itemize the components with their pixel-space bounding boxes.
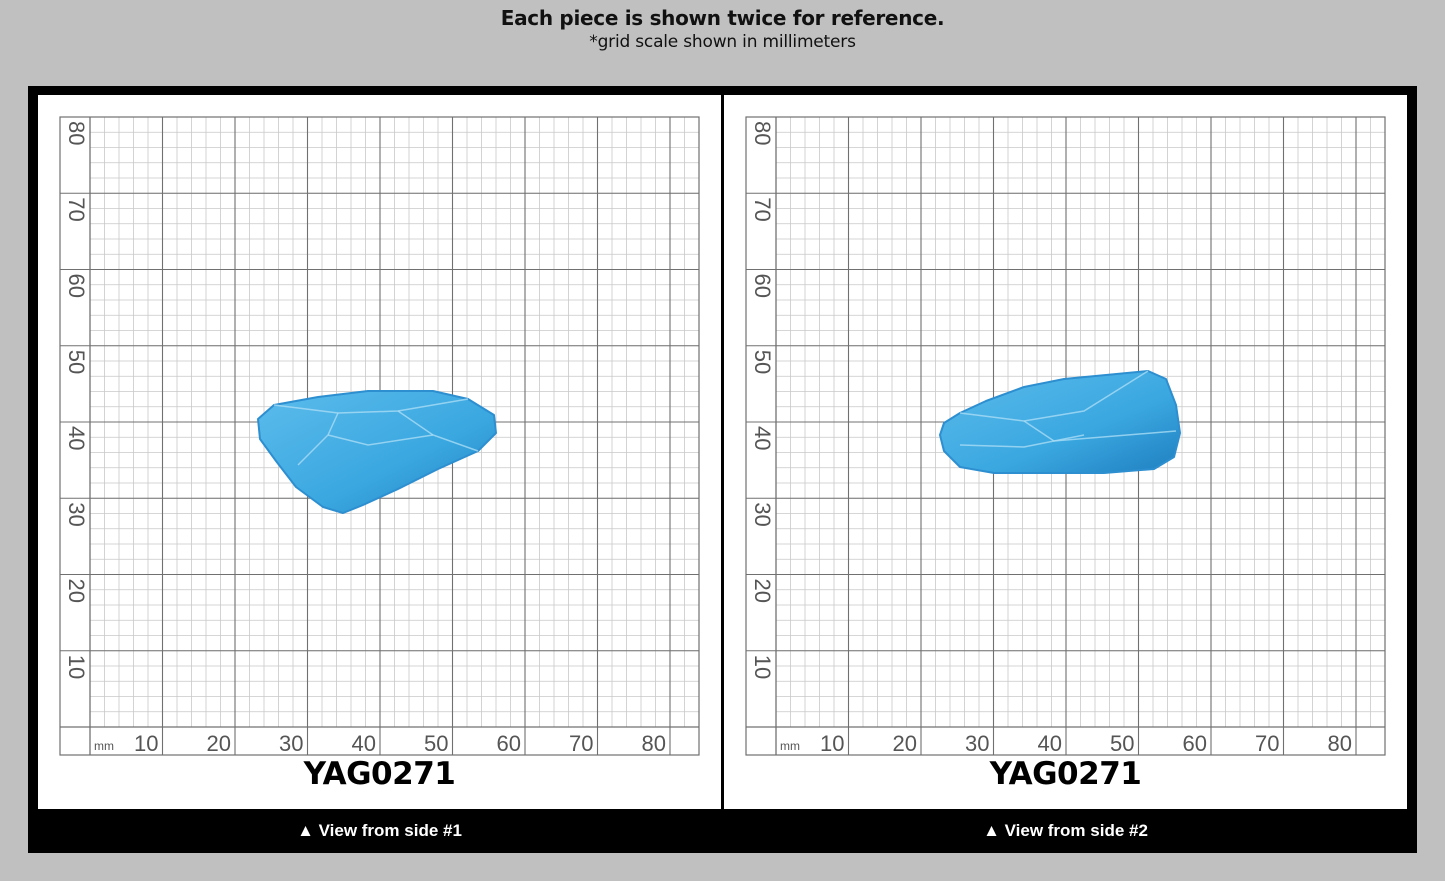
- specimen-code-2: YAG0271: [989, 756, 1142, 792]
- y-tick-label: 50: [64, 350, 89, 374]
- y-tick-label: 80: [64, 121, 89, 145]
- y-tick-label: 70: [750, 197, 775, 221]
- blue-stone: [939, 370, 1181, 474]
- grid-border: [59, 116, 700, 756]
- y-tick-label: 40: [64, 426, 89, 450]
- x-tick-label: 60: [497, 731, 521, 756]
- grid-border: [745, 116, 1386, 756]
- view-panel-2: 10 20 30 40 50 60 70 80 mm 80 70 60 50 40 30 20 10: [724, 95, 1407, 809]
- y-tick-label: 40: [750, 426, 775, 450]
- y-tick-label: 50: [750, 350, 775, 374]
- x-tick-label: 20: [207, 731, 231, 756]
- photo-frame: 10 20 30 40 50 60 70 80 mm 80 70 60 50 40 30 20 10 10 20 3…: [28, 86, 1417, 853]
- caption-side-2: ▲ View from side #2: [983, 821, 1148, 840]
- x-tick-label: 10: [820, 731, 844, 756]
- y-tick-label: 30: [64, 502, 89, 526]
- view-panel-1: 10 20 30 40 50 60 70 80 mm 80 70 60 50 40 30 20 10: [38, 95, 721, 809]
- y-tick-label: 60: [750, 274, 775, 298]
- y-tick-label: 10: [64, 655, 89, 679]
- x-tick-label: 70: [1255, 731, 1279, 756]
- y-tick-label: 30: [750, 502, 775, 526]
- unit-label: mm: [780, 739, 800, 753]
- unit-label: mm: [94, 739, 114, 753]
- x-tick-label: 80: [642, 731, 666, 756]
- x-tick-label: 20: [893, 731, 917, 756]
- y-tick-label: 70: [64, 197, 89, 221]
- x-tick-label: 10: [134, 731, 158, 756]
- x-tick-label: 50: [1110, 731, 1134, 756]
- x-tick-label: 60: [1183, 731, 1207, 756]
- header-title: Each piece is shown twice for reference.: [500, 6, 945, 30]
- header: Each piece is shown twice for reference.…: [0, 0, 1445, 86]
- y-tick-label: 80: [750, 121, 775, 145]
- panel-divider: [721, 95, 724, 809]
- header-subtitle: *grid scale shown in millimeters: [589, 32, 856, 52]
- grid-2: 10 20 30 40 50 60 70 80 mm 80 70 60 50 40 30 20 10: [724, 95, 1407, 809]
- x-tick-label: 30: [279, 731, 303, 756]
- x-tick-label: 40: [1038, 731, 1062, 756]
- x-tick-label: 80: [1328, 731, 1352, 756]
- caption-side-1: ▲ View from side #1: [297, 821, 462, 840]
- y-tick-label: 20: [750, 579, 775, 603]
- x-tick-label: 30: [965, 731, 989, 756]
- blue-stone: [257, 390, 497, 514]
- x-tick-label: 70: [569, 731, 593, 756]
- x-tick-label: 50: [424, 731, 448, 756]
- y-tick-label: 10: [750, 655, 775, 679]
- specimen-code-1: YAG0271: [303, 756, 456, 792]
- x-tick-label: 40: [352, 731, 376, 756]
- y-tick-label: 20: [64, 579, 89, 603]
- y-tick-label: 60: [64, 274, 89, 298]
- grid-1: 10 20 30 40 50 60 70 80 mm 80 70 60 50 40 30 20 10: [38, 95, 721, 809]
- caption-bar: ▲ View from side #1 ▲ View from side #2: [28, 809, 1417, 853]
